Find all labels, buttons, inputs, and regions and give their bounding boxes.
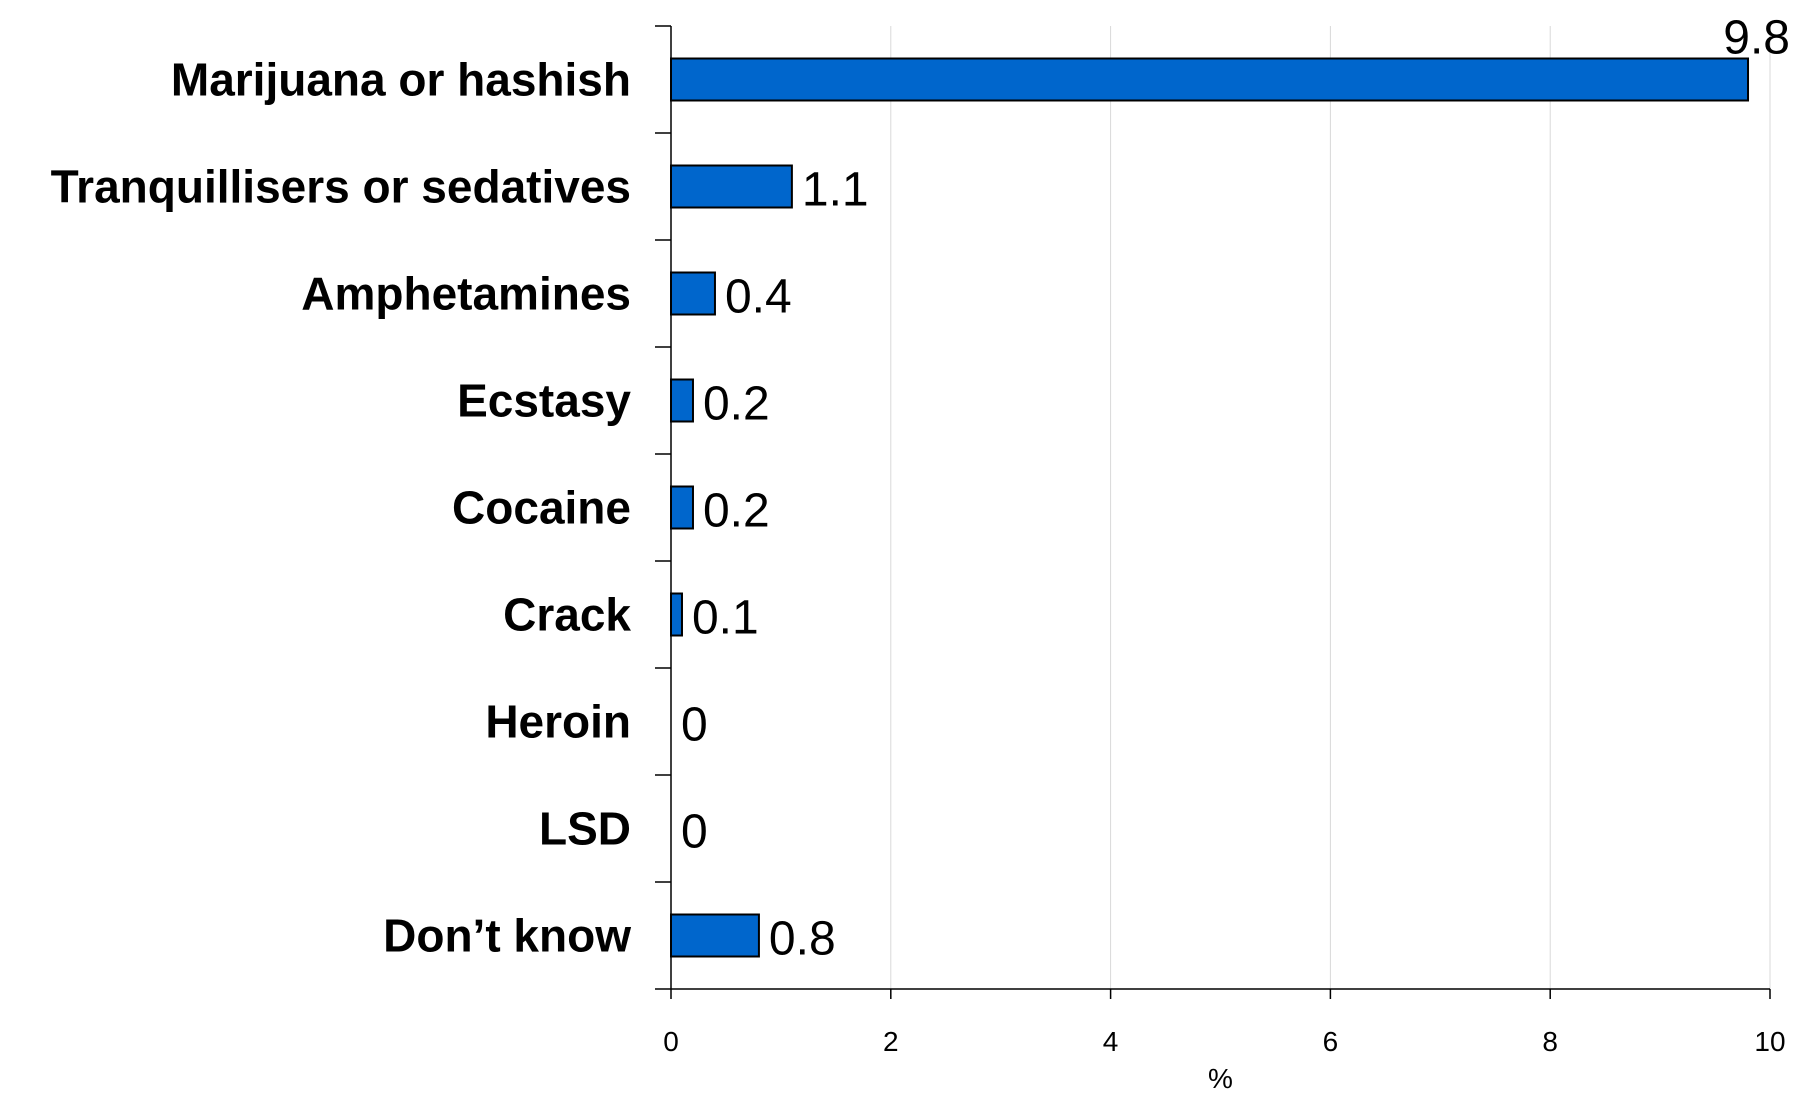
value-label-1: 9.8: [1723, 12, 1790, 65]
category-label-1: Marijuana or hashish: [171, 54, 631, 106]
bar-5: [670, 485, 694, 530]
category-label-2: Tranquillisers or sedatives: [51, 161, 631, 213]
x-tick-label-2: 2: [883, 1026, 899, 1057]
axes: [655, 25, 1771, 999]
category-label-7: Heroin: [485, 696, 631, 748]
category-label-3: Amphetamines: [301, 268, 631, 320]
category-labels: Marijuana or hashish Tranquillisers or se…: [51, 54, 632, 962]
value-label-9: 0.8: [769, 913, 836, 966]
value-label-6: 0.1: [692, 592, 759, 645]
category-label-8: LSD: [539, 803, 631, 855]
gridlines: [890, 26, 1771, 989]
value-label-4: 0.2: [703, 378, 770, 431]
value-labels: 9.8 1.1 0.4 0.2 0.2 0.1 0 0 0.8: [681, 12, 1790, 966]
category-label-5: Cocaine: [452, 482, 631, 534]
x-tick-label-6: 6: [1323, 1026, 1339, 1057]
x-axis-title: %: [1208, 1063, 1233, 1094]
x-tick-label-4: 4: [1103, 1026, 1119, 1057]
x-tick-label-8: 8: [1542, 1026, 1558, 1057]
value-label-7: 0: [681, 699, 708, 752]
category-label-4: Ecstasy: [457, 375, 631, 427]
x-tick-label-10: 10: [1754, 1026, 1785, 1057]
x-tick-labels: 0 2 4 6 8 10: [663, 1026, 1785, 1057]
bar-1: [670, 57, 1750, 102]
bar-9: [670, 913, 760, 958]
category-label-6: Crack: [503, 589, 631, 641]
value-label-5: 0.2: [703, 485, 770, 538]
x-tick-label-0: 0: [663, 1026, 679, 1057]
category-label-9: Don’t know: [383, 910, 631, 962]
bar-6: [670, 592, 683, 637]
bar-2: [670, 164, 793, 209]
value-label-8: 0: [681, 806, 708, 859]
bar-3: [670, 271, 716, 316]
value-label-3: 0.4: [725, 271, 792, 324]
value-label-2: 1.1: [802, 164, 869, 217]
bar-4: [670, 378, 694, 423]
